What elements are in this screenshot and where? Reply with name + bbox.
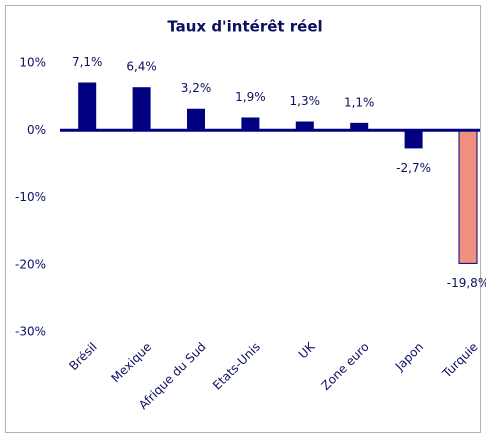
value-label: 3,2%	[181, 81, 212, 95]
value-label: 1,9%	[235, 90, 266, 104]
chart-title: Taux d'intérêt réel	[167, 18, 322, 36]
value-label: 6,4%	[126, 60, 157, 74]
y-tick-label: -20%	[15, 257, 46, 271]
value-label: 7,1%	[72, 55, 103, 69]
bar	[350, 122, 369, 131]
value-label: -2,7%	[396, 161, 431, 175]
y-tick-label: -10%	[15, 190, 46, 204]
bar	[458, 129, 478, 264]
y-tick-label: 10%	[19, 56, 46, 70]
value-label: 1,1%	[344, 95, 375, 109]
bar	[187, 108, 205, 131]
y-tick-label: -30%	[15, 325, 46, 339]
bar	[241, 117, 260, 131]
bar	[404, 130, 423, 149]
chart-frame	[5, 5, 481, 433]
value-label: 1,3%	[290, 94, 321, 108]
value-label: -19,8%	[447, 276, 486, 290]
y-tick-label: 0%	[27, 123, 46, 137]
bar	[78, 82, 97, 131]
bar	[132, 87, 151, 131]
bar	[295, 121, 314, 131]
